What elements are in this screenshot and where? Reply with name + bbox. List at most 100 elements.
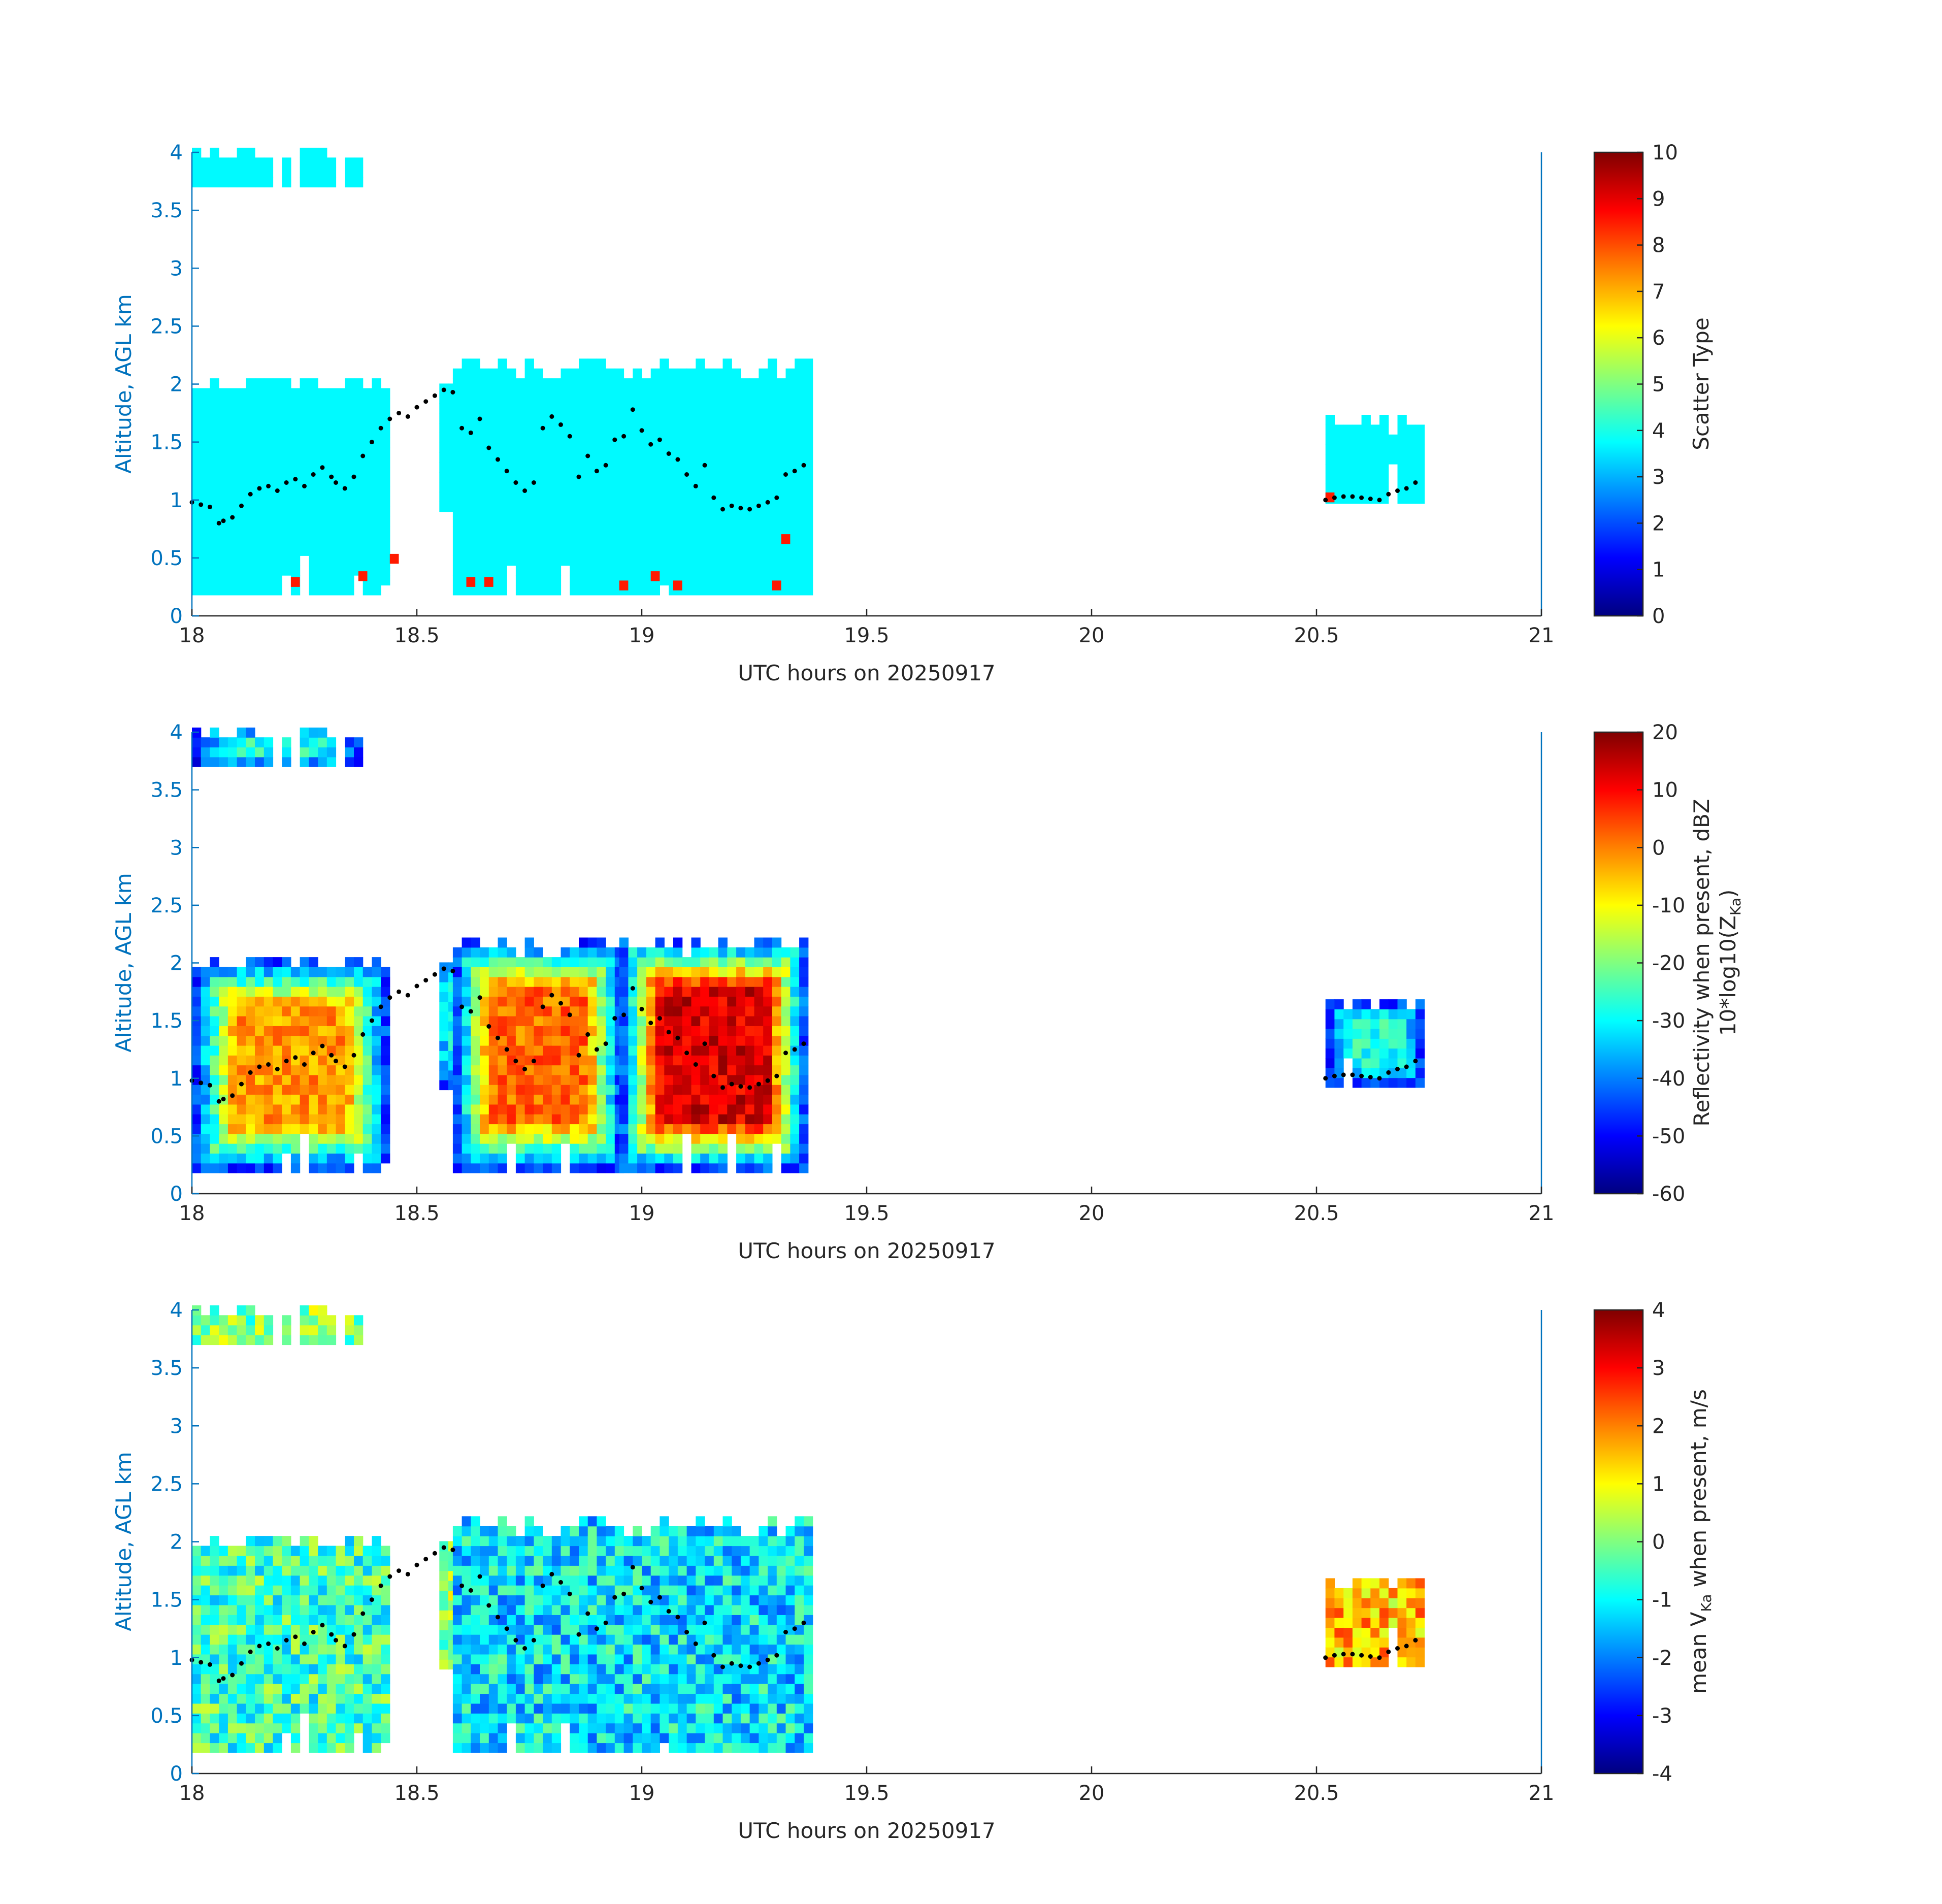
echo-cell [381,1645,390,1655]
echo-cell [439,982,448,992]
echo-cell [615,378,624,388]
echo-cell [1406,1647,1416,1657]
echo-cell [1370,424,1379,435]
echo-cell [273,566,282,576]
echo-cell [606,1134,615,1144]
echo-cell [1362,1078,1371,1088]
echo-cell [597,1114,606,1124]
echo-cell [732,1526,741,1536]
echo-cell [570,957,579,967]
echo-cell [628,1055,637,1065]
echo-cell [309,1634,318,1645]
echo-cell [543,967,552,977]
cloud-base-point [766,500,770,505]
echo-cell [300,1654,309,1664]
echo-cell [628,1163,637,1173]
echo-cell [768,1625,777,1635]
echo-cell [570,1104,579,1114]
echo-cell [669,497,678,507]
cloud-base-point [631,986,635,991]
echo-cell [246,477,255,487]
echo-cell [682,1085,692,1095]
echo-cell [327,585,336,596]
echo-cell [291,1664,300,1674]
echo-cell [228,1625,237,1635]
echo-cell [588,1575,597,1586]
echo-cell [637,947,646,958]
echo-cell [588,457,597,467]
echo-cell [660,487,669,497]
echo-cell [525,585,534,596]
echo-cell [255,1723,264,1733]
echo-cell [1370,1608,1379,1618]
echo-cell [588,506,597,516]
echo-cell [1353,1578,1362,1588]
echo-cell [192,506,201,516]
echo-cell [777,408,786,418]
echo-cell [471,1595,480,1605]
echo-cell [237,967,246,977]
echo-cell [264,467,273,477]
echo-cell [439,1639,448,1650]
echo-cell [745,957,754,967]
echo-cell [228,1016,237,1026]
echo-cell [192,977,201,987]
echo-cell [597,428,606,438]
echo-cell [723,555,732,566]
cloud-base-point [793,469,797,473]
echo-cell [345,1654,354,1664]
echo-cell [201,1104,210,1114]
echo-cell [642,1556,651,1566]
cloud-base-point [199,1080,203,1085]
echo-cell [768,1585,777,1595]
echo-cell [682,1104,692,1114]
echo-cell [1362,444,1371,454]
echo-cell [498,1536,507,1546]
echo-cell [471,546,480,556]
echo-cell [534,1664,543,1674]
echo-cell [754,996,764,1006]
echo-cell [192,1163,201,1173]
echo-cell [354,378,363,388]
echo-cell [237,1625,246,1635]
echo-cell [741,378,750,388]
echo-cell [579,1674,588,1684]
echo-cell [255,506,264,516]
echo-cell [606,1065,615,1075]
echo-cell [714,575,723,585]
echo-cell [471,1634,480,1645]
echo-cell [498,1723,507,1733]
echo-cell [192,1556,201,1566]
echo-cell [692,1154,701,1164]
echo-cell [579,1163,588,1173]
echo-cell [723,1713,732,1723]
echo-cell [345,1664,354,1674]
echo-cell [741,516,750,527]
echo-cell [678,418,687,428]
echo-cell [619,1045,629,1056]
echo-cell [309,1104,318,1114]
echo-cell [597,438,606,448]
echo-cell [219,418,228,428]
echo-cell [642,1625,651,1635]
echo-cell [552,428,561,438]
echo-cell [673,1114,682,1124]
echo-cell [291,1703,300,1714]
echo-cell [219,388,228,399]
echo-cell [750,447,759,457]
echo-cell [498,1585,507,1595]
echo-cell [255,1085,264,1095]
echo-cell [588,516,597,527]
echo-cell [291,1645,300,1655]
echo-cell [1370,1618,1379,1628]
echo-cell [462,957,471,967]
echo-cell [480,1664,489,1674]
echo-cell [219,1335,228,1345]
echo-cell [282,1664,291,1674]
y-tick-label: 2 [170,952,183,975]
echo-cell [606,536,615,546]
echo-cell [579,546,588,556]
cloud-base-point [738,506,743,510]
echo-cell [381,1595,390,1605]
echo-cell [570,418,579,428]
